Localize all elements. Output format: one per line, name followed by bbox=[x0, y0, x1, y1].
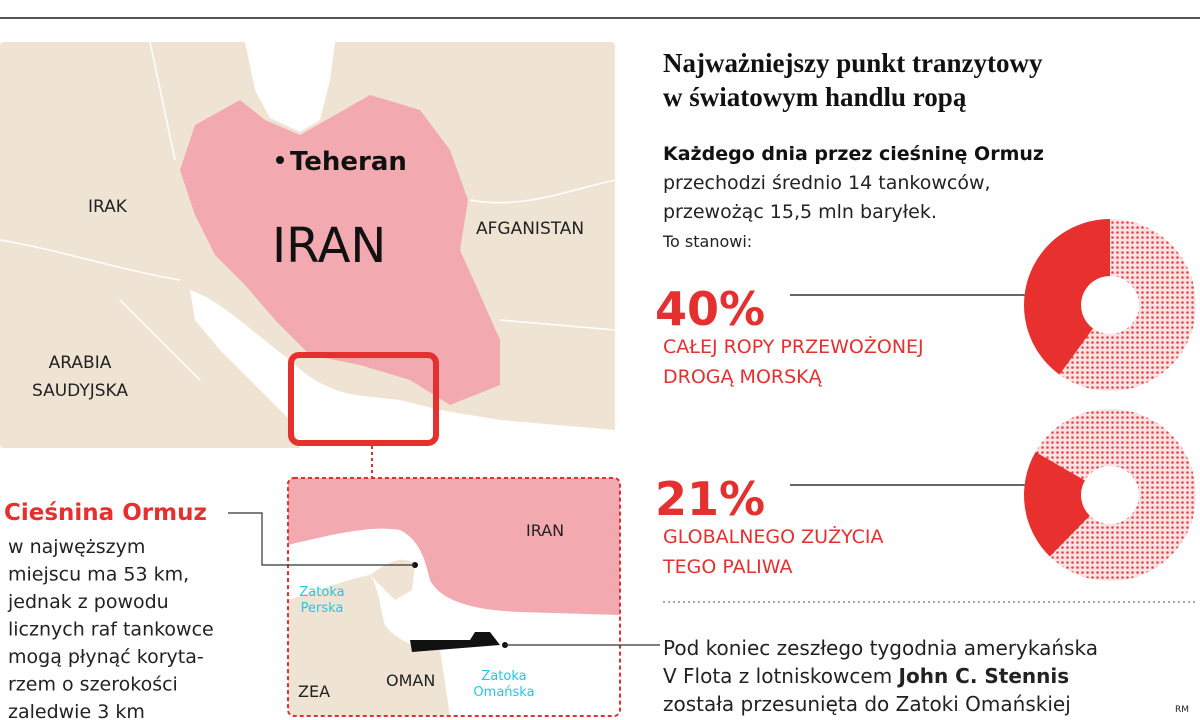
stat-value: 21% bbox=[655, 472, 765, 526]
map-label: IRAN bbox=[272, 218, 386, 274]
map-label: IRAK bbox=[88, 197, 128, 217]
inset-label: Zatoka bbox=[299, 585, 344, 600]
footer-line: została przesunięta do Zatoki Omańskiej bbox=[663, 692, 1071, 716]
intro-bold: Każdego dnia przez cieśninę Ormuz bbox=[663, 143, 1044, 165]
footer-text: V Flota z lotniskowcem bbox=[663, 664, 899, 688]
stat-label: TEGO PALIWA bbox=[662, 556, 793, 578]
strait-line: miejscu ma 53 km, bbox=[8, 564, 189, 586]
map-label: AFGANISTAN bbox=[476, 219, 584, 239]
inset-label: Perska bbox=[301, 601, 344, 616]
intro-line: przechodzi średnio 14 tankowców, bbox=[663, 172, 991, 194]
footer-line: Pod koniec zeszłego tygodnia amerykańska bbox=[663, 636, 1098, 660]
footer-line: V Flota z lotniskowcem John C. Stennis bbox=[663, 664, 1069, 688]
stats: 40%CAŁEJ ROPY PRZEWOŻONEJ DROGĄ MORSKĄ 21%… bbox=[655, 218, 1196, 581]
stat-label: CAŁEJ ROPY PRZEWOŻONEJ bbox=[663, 335, 924, 358]
strait-line: zaledwie 3 km bbox=[8, 701, 145, 720]
stat-label: DROGĄ MORSKĄ bbox=[663, 366, 823, 388]
intro-lead: To stanowi: bbox=[662, 232, 752, 251]
strait-box bbox=[288, 352, 439, 446]
map-label: SAUDYJSKA bbox=[32, 381, 128, 401]
main-map bbox=[0, 42, 615, 448]
leader bbox=[228, 512, 415, 566]
donut-segment bbox=[1024, 218, 1110, 375]
credit: RM bbox=[1175, 705, 1189, 715]
strait-text: w najwęższym miejscu ma 53 km, jednak z po… bbox=[7, 536, 214, 720]
strait-line: licznych raf tankowce bbox=[8, 619, 214, 641]
title: Najważniejszy punkt tranzytowy bbox=[663, 48, 1043, 78]
strait-line: rzem o szerokości bbox=[8, 674, 178, 696]
map-label: ARABIA bbox=[49, 353, 112, 373]
donut-segment bbox=[1024, 452, 1090, 557]
inset-label: OMAN bbox=[386, 671, 435, 690]
inset-map bbox=[288, 478, 620, 716]
title: w światowym handlu ropą bbox=[663, 82, 967, 112]
map-label: Teheran bbox=[290, 147, 407, 177]
inset-frame bbox=[287, 477, 621, 717]
strait-line: mogą płynąć koryta- bbox=[8, 646, 204, 668]
strait-line: jednak z powodu bbox=[7, 591, 169, 613]
stat-label: GLOBALNEGO ZUŻYCIA bbox=[663, 525, 884, 548]
stat-value: 40% bbox=[655, 282, 765, 336]
footer-bold: John C. Stennis bbox=[897, 664, 1070, 688]
inset-label: ZEA bbox=[298, 682, 330, 701]
inset-label: IRAN bbox=[526, 521, 564, 540]
intro-line: przewożąc 15,5 mln baryłek. bbox=[663, 201, 937, 223]
inset-label: Zatoka bbox=[481, 669, 526, 684]
inset-label: Omańska bbox=[473, 685, 534, 700]
strait-title: Cieśnina Ormuz bbox=[4, 500, 207, 526]
strait-line: w najwęższym bbox=[8, 536, 145, 558]
